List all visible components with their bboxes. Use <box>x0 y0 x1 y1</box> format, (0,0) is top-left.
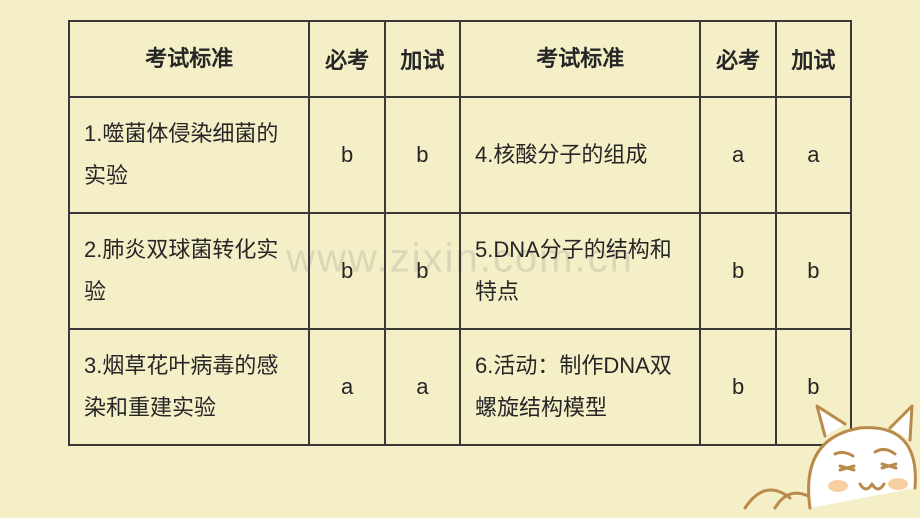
table-row: 1.噬菌体侵染细菌的实验 b b 4.核酸分子的组成 a a <box>69 97 851 213</box>
table-row: 2.肺炎双球菌转化实验 b b 5.DNA分子的结构和特点 b b <box>69 213 851 329</box>
cell-mandatory: b <box>309 97 384 213</box>
cell-mandatory: b <box>309 213 384 329</box>
cell-std: 3.烟草花叶病毒的感染和重建实验 <box>69 329 309 445</box>
col-header-extra-left: 加试 <box>385 21 460 97</box>
col-header-extra-right: 加试 <box>776 21 851 97</box>
cell-extra: a <box>776 97 851 213</box>
cell-std: 1.噬菌体侵染细菌的实验 <box>69 97 309 213</box>
cell-extra: b <box>776 213 851 329</box>
cell-mandatory: a <box>700 97 775 213</box>
cat-icon <box>740 358 920 518</box>
col-header-mandatory-right: 必考 <box>700 21 775 97</box>
cell-extra: b <box>385 213 460 329</box>
cell-extra: b <box>385 97 460 213</box>
cell-std: 4.核酸分子的组成 <box>460 97 700 213</box>
cell-mandatory: a <box>309 329 384 445</box>
cell-extra: a <box>385 329 460 445</box>
table-header-row: 考试标准 必考 加试 考试标准 必考 加试 <box>69 21 851 97</box>
col-header-mandatory-left: 必考 <box>309 21 384 97</box>
table-row: 3.烟草花叶病毒的感染和重建实验 a a 6.活动：制作DNA双螺旋结构模型 b… <box>69 329 851 445</box>
cell-std: 5.DNA分子的结构和特点 <box>460 213 700 329</box>
standards-table: 考试标准 必考 加试 考试标准 必考 加试 1.噬菌体侵染细菌的实验 b b 4… <box>68 20 852 446</box>
col-header-std-left: 考试标准 <box>69 21 309 97</box>
cell-std: 2.肺炎双球菌转化实验 <box>69 213 309 329</box>
cell-mandatory: b <box>700 213 775 329</box>
cell-std: 6.活动：制作DNA双螺旋结构模型 <box>460 329 700 445</box>
col-header-std-right: 考试标准 <box>460 21 700 97</box>
